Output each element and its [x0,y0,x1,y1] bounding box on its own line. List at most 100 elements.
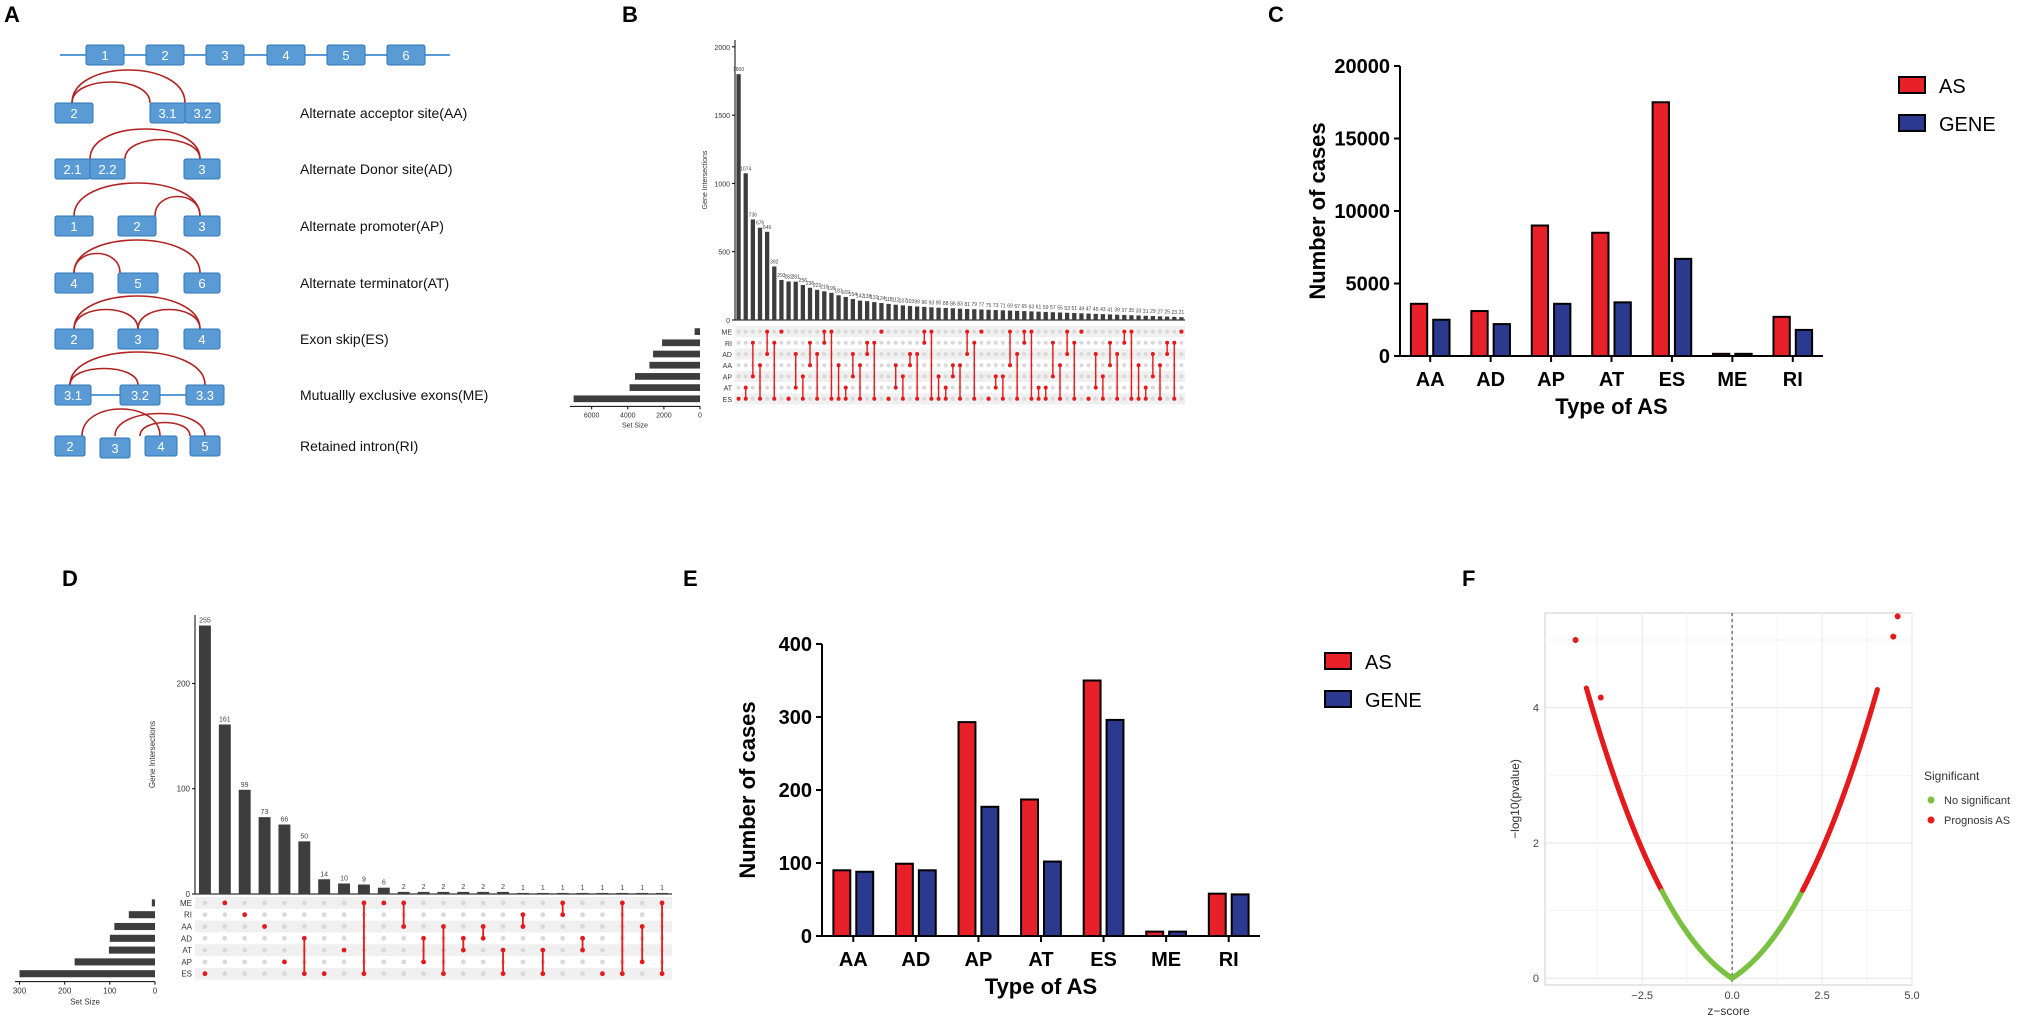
exon-label: 4 [157,439,164,454]
matrix-dot-empty [500,935,506,941]
panel-f-volcano-plot: −2.5 0.0 2.5 5.0 0 2 4 z−score −log10(pvalue) Sig… [1508,612,2010,1015]
intersection-bar [993,310,998,320]
set-size-tick-label: 6000 [584,412,600,419]
matrix-dot-active [401,924,407,929]
matrix-dot-empty [865,374,870,379]
matrix-dot-active [1029,396,1034,401]
matrix-dot-empty [943,374,948,379]
intersection-bar [1022,311,1027,320]
y-tick-label: 200 [177,679,191,688]
bar-gene [1553,302,1572,357]
set-size-bar [74,958,155,966]
matrix-dot-active [520,924,526,929]
matrix-dot-empty [993,363,998,368]
matrix-dot-empty [1000,352,1005,356]
matrix-dot-empty [986,385,991,390]
bar-value-label: 736 [749,212,758,218]
splice-arc [89,128,201,160]
exon-label: 6 [402,48,409,63]
matrix-dot-active [758,363,762,368]
matrix-dot-active [929,396,934,401]
matrix-dot-empty [202,912,208,918]
matrix-dot-empty [321,959,327,965]
exon-label: 2 [66,439,73,454]
bar-value-label: 99 [241,782,249,789]
matrix-dot-active [500,971,506,977]
exon-label: 3 [111,441,118,456]
matrix-dot-active [822,340,827,345]
bar-value-label: 50 [300,833,308,840]
bar-value-label: 51 [1072,306,1078,312]
matrix-dot-empty [965,363,970,368]
matrix-dot-empty [850,329,855,334]
exon-box [145,44,185,66]
matrix-dot-empty [341,935,347,941]
matrix-dot-empty [1179,363,1184,368]
y-axis-label: Number of cases [1305,122,1330,299]
y-tick-label: 5000 [1346,274,1391,296]
bar-value-label: 27 [1157,309,1163,315]
y-tick-label: 0 [801,926,812,948]
matrix-dot-empty [1008,374,1012,379]
exon-box [54,215,94,237]
set-size-bar [108,946,155,954]
matrix-dot-empty [922,363,927,368]
panel-label-f: F [1462,566,1475,591]
y-tick-label: 100 [779,853,812,875]
matrix-dot-empty [893,396,898,401]
legend-title: Significant [1924,769,1980,783]
bar-value-label: 112 [892,298,900,304]
set-size-bar [653,350,700,358]
matrix-dot-empty [580,959,585,965]
matrix-dot-empty [222,971,228,977]
intersection-bar [800,285,805,320]
set-size-tick-label: 0 [698,412,702,419]
bar-gene [1613,301,1632,358]
bar-value-label: 83 [957,302,963,308]
y-tick-label: 100 [177,785,191,794]
event-label: Alternate promoter(AP) [300,218,444,234]
matrix-dot-active [1043,396,1048,401]
matrix-dot-empty [1086,374,1091,379]
matrix-dot-empty [560,924,566,929]
matrix-dot-empty [202,947,208,953]
bar-value-label: 10 [340,875,348,882]
bar-as [1651,101,1670,357]
matrix-dot-empty [836,340,841,345]
matrix-dot-active [836,396,841,401]
matrix-dot-empty [958,329,962,334]
point-prognosis [1890,633,1897,640]
matrix-dot-empty [879,396,884,401]
matrix-dot-empty [1065,385,1070,390]
matrix-dot-empty [1079,363,1084,368]
matrix-dot-empty [843,352,848,356]
matrix-dot-active [1172,340,1177,345]
matrix-dot-empty [441,900,446,906]
intersection-bar [477,891,490,894]
matrix-dot-active [1015,352,1020,356]
matrix-dot-active [560,912,566,918]
matrix-dot-empty [758,340,762,345]
matrix-dot-empty [282,912,287,918]
exon-label: 1 [70,219,77,234]
matrix-dot-active [1108,340,1112,345]
matrix-dot-active [361,971,367,977]
matrix-dot-empty [1022,363,1027,368]
matrix-dot-empty [1179,385,1184,390]
matrix-dot-empty [865,385,870,390]
exon-box [54,272,94,294]
bar-gene [1734,352,1753,358]
x-tick-label: AA [1416,369,1445,391]
matrix-dot-active [879,329,884,334]
matrix-dot-empty [1179,374,1184,379]
matrix-dot-empty [986,374,991,379]
set-name: ME [722,330,733,337]
matrix-dot-empty [965,385,970,390]
bar-gene [1673,257,1693,358]
matrix-dot-empty [242,959,248,965]
exon-box [54,435,86,457]
intersection-bar [807,287,813,320]
matrix-dot-empty [758,352,762,356]
set-size-tick-label: 200 [58,987,72,996]
exon-box [117,328,159,350]
